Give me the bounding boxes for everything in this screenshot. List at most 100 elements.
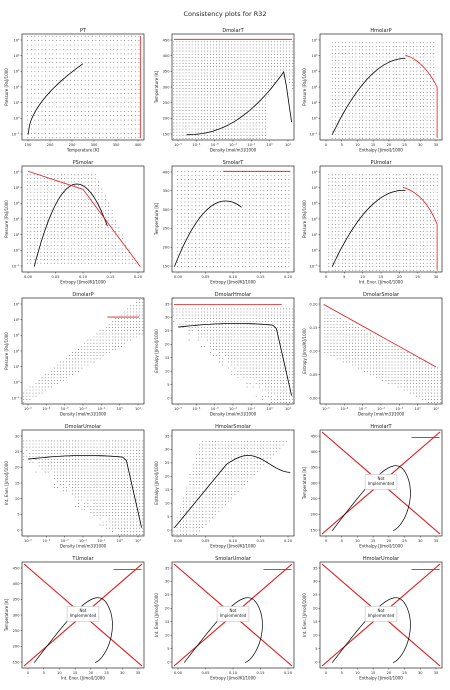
y-tick-label: 10⁵ <box>13 170 20 174</box>
x-tick-label: 10⁻⁴ <box>192 407 200 411</box>
y-tick-label: 10⁴ <box>13 54 20 58</box>
y-axis-label: Enthalpy [J/mol]/1000 <box>154 461 159 505</box>
x-tick-label: 10⁻⁵ <box>322 407 330 411</box>
chart-panel-hmolarsmolar: HmolarSmolar 0.00 0.05 0.10 0.15 0.20 0 5 10 15 20… <box>150 422 298 554</box>
x-tick-label: 30 <box>418 143 423 147</box>
chart-title: HmolarSmolar <box>215 424 252 430</box>
x-tick-label: 200 <box>47 143 55 147</box>
x-tick-label: 0.10 <box>79 275 88 279</box>
y-tick-label: 250 <box>13 629 21 633</box>
limit-line <box>27 170 141 267</box>
x-tick-label: 30 <box>418 539 423 543</box>
y-tick-label: 200 <box>311 513 319 517</box>
chart-svg: PUmolar 0 5 10 15 20 25 30 10⁻² 10⁰ 10¹ 10² 10³ 10⁴ 10… <box>302 160 443 285</box>
x-tick-label: 0.00 <box>174 671 183 675</box>
y-tick-label: 250 <box>163 227 171 231</box>
x-tick-label: 10⁻⁴ <box>42 539 50 543</box>
x-axis-label: Enthalpy [J/mol]/1000 <box>359 148 403 153</box>
y-tick-label: 450 <box>13 566 21 570</box>
saturation-curve <box>33 597 113 664</box>
y-tick-label: 10³ <box>311 70 318 74</box>
chart-svg: DmolarP 10⁻⁵ 10⁻⁴ 10⁻³ 10⁻² 10⁻¹ 10⁰ 10¹ 10⁻² 10⁰… <box>4 292 145 417</box>
x-tick-label: 10⁻³ <box>61 539 69 543</box>
x-tick-label: 10⁻³ <box>61 407 69 411</box>
y-tick-label: 35 <box>165 302 170 306</box>
y-axis-label: Int. Ener. [J/mol]/1000 <box>4 461 9 505</box>
x-tick-label: 10⁻⁵ <box>174 407 182 411</box>
chart-title: PUmolar <box>370 160 392 166</box>
x-tick-label: 10¹ <box>135 539 142 543</box>
y-axis-label: Int. Ener. [J/mol]/1000 <box>302 593 307 637</box>
y-tick-label: 0 <box>167 396 170 400</box>
y-tick-label: 10⁻² <box>310 132 318 136</box>
y-tick-label: 30 <box>165 316 170 320</box>
chart-title: DmolarSmolar <box>363 292 400 298</box>
x-tick-label: 15 <box>371 539 376 543</box>
x-tick-label: 10¹ <box>285 407 292 411</box>
chart-svg: DmolarSmolar 10⁻⁵ 10⁻⁴ 10⁻³ 10⁻² 10⁻¹ 10⁰ 10¹ 0.… <box>302 292 443 417</box>
y-axis-label: Entropy [J/mol/K]/1000 <box>302 328 307 374</box>
saturation-curve <box>331 190 406 267</box>
y-tick-label: 300 <box>163 208 171 212</box>
y-tick-label: 15 <box>165 356 170 360</box>
y-tick-label: 15 <box>165 620 170 624</box>
y-tick-label: 10¹ <box>311 101 318 105</box>
saturation-curve <box>331 58 406 135</box>
y-tick-label: 15 <box>15 481 20 485</box>
y-tick-label: 400 <box>13 582 21 586</box>
x-tick-label: 35 <box>434 671 439 675</box>
x-tick-label: 25 <box>402 143 407 147</box>
y-tick-label: 10 <box>165 633 170 637</box>
x-axis-label: Temperature [K] <box>66 148 100 153</box>
data-points <box>177 171 290 267</box>
y-tick-label: 10 <box>313 633 318 637</box>
y-tick-label: 10⁻² <box>12 132 20 136</box>
data-points <box>331 42 435 139</box>
y-tick-label: 0 <box>17 528 20 532</box>
x-tick-label: 10⁻¹ <box>97 539 105 543</box>
chart-svg: PSmolar 0.00 0.05 0.10 0.15 0.20 10⁻² 10⁰ 10¹ 10²… <box>4 160 145 285</box>
chart-title: SmolarT <box>223 160 245 166</box>
saturation-curve <box>331 465 411 532</box>
y-axis-label: Temperature [K] <box>4 598 9 632</box>
y-tick-label: 350 <box>311 466 319 470</box>
x-tick-label: 10⁻¹ <box>247 143 255 147</box>
x-tick-label: 0 <box>27 671 30 675</box>
y-tick-label: 150 <box>163 264 171 268</box>
x-tick-label: 10⁻⁴ <box>42 407 50 411</box>
chart-title: HmolarT <box>370 424 392 430</box>
x-axis-label: Density [mol/m3]/1000 <box>210 148 257 153</box>
chart-title: TUmolar <box>71 556 94 562</box>
not-implemented-label: Not <box>229 608 236 613</box>
y-tick-label: 10⁴ <box>311 54 318 58</box>
x-axis-label: Int. Ener. [J/mol]/1000 <box>61 676 105 681</box>
y-tick-label: 5 <box>17 513 19 517</box>
plot-area <box>331 42 438 139</box>
y-tick-label: 10⁻² <box>12 396 20 400</box>
limit-line <box>323 304 437 368</box>
x-tick-label: 30 <box>418 671 423 675</box>
y-tick-label: 25 <box>15 450 20 454</box>
not-implemented-label: Implemented <box>368 481 395 486</box>
x-tick-label: 0.10 <box>229 539 238 543</box>
x-tick-label: 10⁻¹ <box>247 407 255 411</box>
plot-frame <box>319 561 443 669</box>
saturation-curve <box>331 597 411 664</box>
plot-area <box>323 304 442 403</box>
x-axis-label: Entropy [J/mol/K]/1000 <box>210 676 256 681</box>
y-tick-label: 25 <box>165 329 170 333</box>
y-axis-label: Pressure [Pa]/1000 <box>302 68 307 106</box>
x-tick-label: 10⁻³ <box>211 407 219 411</box>
y-tick-label: 10⁴ <box>13 318 20 322</box>
x-tick-label: 150 <box>25 143 33 147</box>
y-axis-label: Pressure [Pa]/1000 <box>302 200 307 238</box>
plot-area <box>174 170 291 267</box>
x-tick-label: 10⁰ <box>117 539 124 543</box>
chart-title: DmolarUmolar <box>65 424 102 430</box>
x-tick-label: 15 <box>73 671 78 675</box>
chart-svg: HmolarP 0 5 10 15 20 25 30 35 10⁻² 10⁰ 10¹ 10² 10³ 10⁴… <box>302 28 443 153</box>
y-tick-label: 10⁰ <box>13 381 20 385</box>
